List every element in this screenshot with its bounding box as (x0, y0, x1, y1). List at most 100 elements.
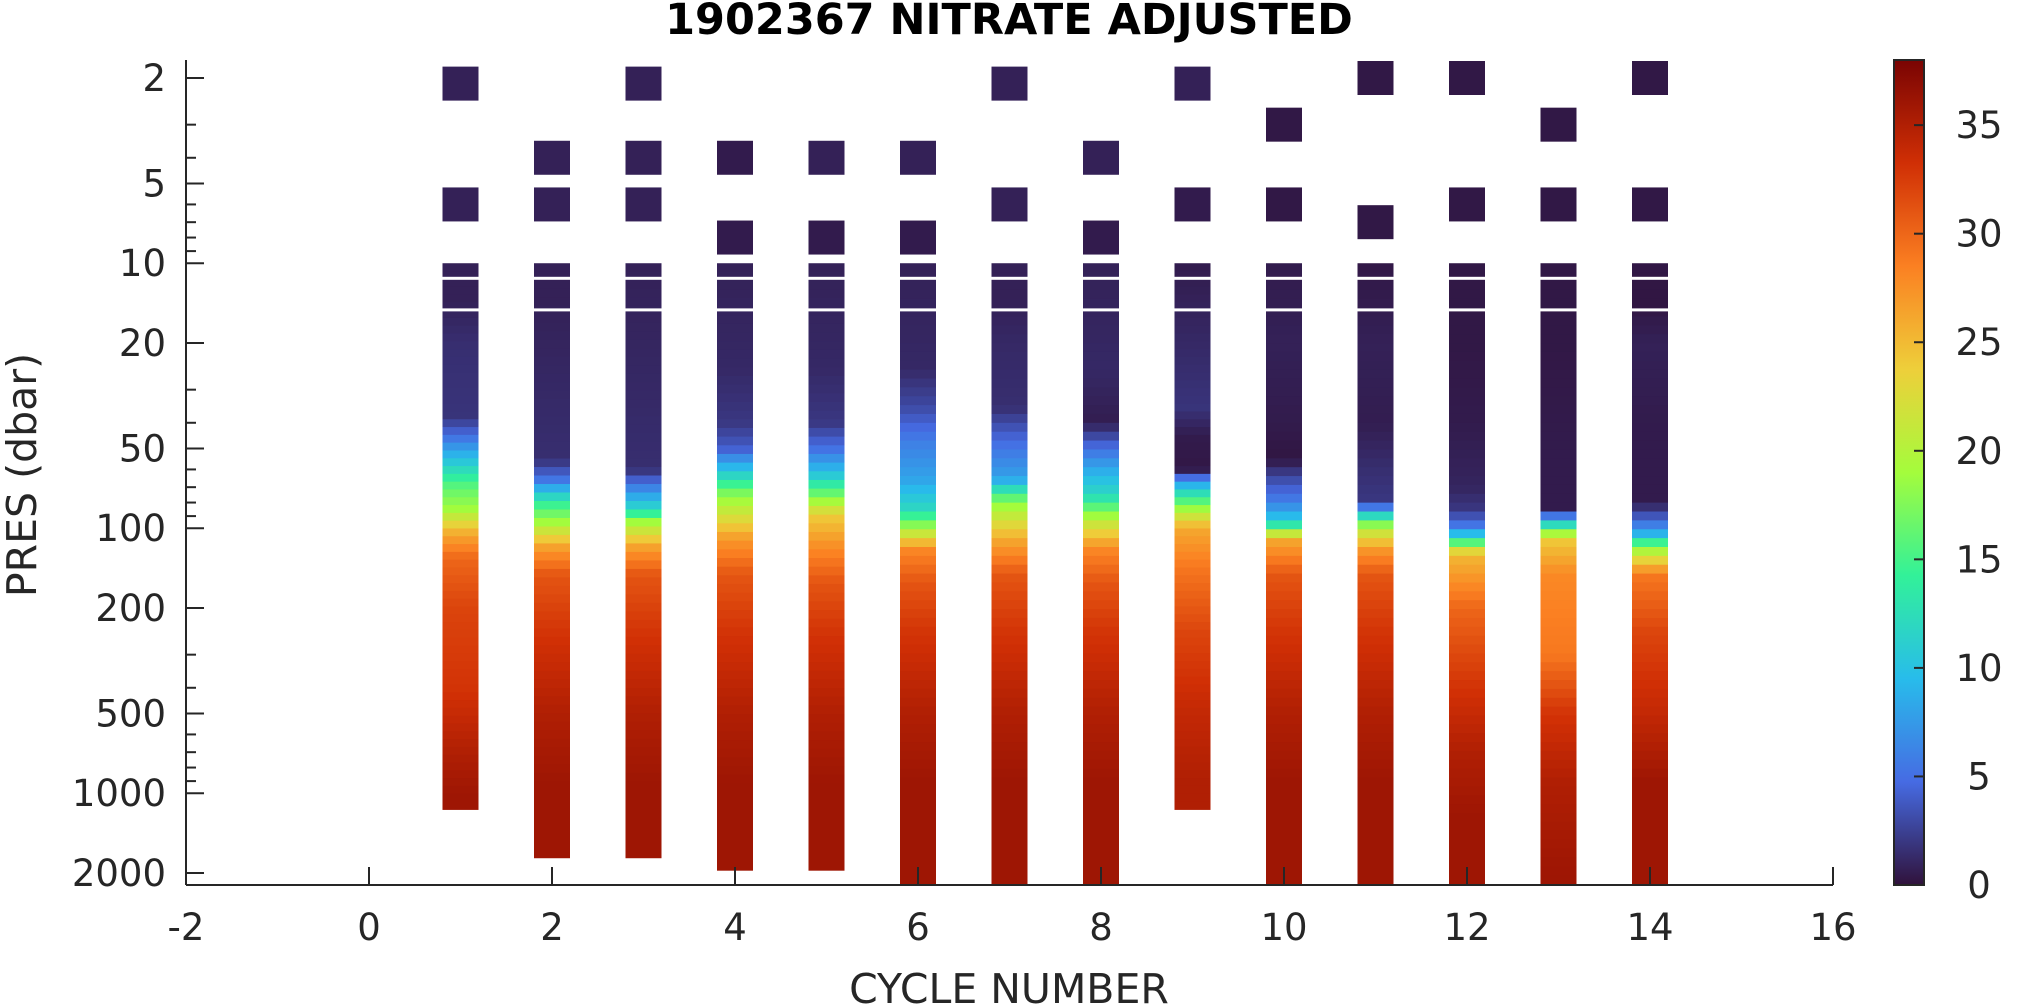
profile-cell (808, 792, 845, 802)
profile-cell (442, 692, 479, 701)
profile-cell (534, 271, 570, 281)
profile-cell (1083, 343, 1119, 353)
profile-cell (1449, 307, 1485, 318)
profile-cell (625, 764, 662, 774)
profile-cell (717, 540, 753, 550)
profile-cell (1632, 405, 1668, 415)
profile-cell (1449, 520, 1485, 530)
profile-cell (991, 750, 1028, 761)
sample-gap (1266, 276, 1302, 280)
profile-cell (442, 754, 479, 764)
profile-sample (717, 220, 753, 255)
profile-cell (442, 653, 479, 662)
profile-cell (534, 721, 570, 731)
profile-cell (1357, 351, 1394, 362)
profile-cell (1540, 821, 1577, 832)
profile-cell (534, 568, 570, 579)
profile-cell (1357, 573, 1394, 584)
colorbar-tick-label: 35 (1955, 104, 2002, 147)
profile-cell (442, 598, 479, 608)
profile-cell (1266, 387, 1302, 397)
profile-cell (1449, 750, 1485, 761)
profile-cell (534, 849, 570, 859)
profile-cell (808, 861, 845, 871)
profile-cell (1174, 271, 1211, 280)
profile-cell (1357, 458, 1394, 468)
profile-cell (1449, 582, 1485, 592)
profile-cell (1174, 411, 1211, 420)
x-tick-label: 2 (540, 906, 564, 949)
profile-cell (1632, 609, 1668, 619)
profile-cell (991, 857, 1028, 867)
sample-gap (1449, 308, 1485, 312)
profile-cell (1357, 502, 1394, 513)
profile-cell (717, 852, 753, 863)
profile-cell (900, 325, 936, 335)
profile-cell (1266, 591, 1302, 601)
profile-cell (1174, 458, 1211, 467)
profile-cell (991, 369, 1028, 380)
profile-cell (442, 403, 479, 413)
profile-cell (717, 714, 753, 724)
profile-cell (808, 731, 845, 741)
profile-cell (1449, 680, 1485, 690)
profile-cell (991, 600, 1028, 610)
profile-cell (1083, 440, 1119, 451)
profile-cell (1632, 263, 1668, 273)
profile-cell (717, 427, 753, 438)
profile-cell (717, 315, 753, 325)
profile-cell (1083, 431, 1119, 442)
profile-cell (1449, 653, 1485, 663)
profile-cell (625, 594, 662, 604)
profile-cell (1540, 378, 1577, 388)
profile-cell (625, 543, 662, 553)
profile-cell (1449, 795, 1485, 805)
profile-cell (534, 263, 570, 273)
profile-cell (1083, 396, 1119, 406)
profile-cell (1449, 591, 1485, 601)
profile-cell (900, 378, 936, 388)
profile-cell (717, 774, 753, 784)
profile-cell (1357, 688, 1394, 699)
profile-cell (625, 815, 662, 825)
profile-cell (1266, 600, 1302, 610)
profile-cell (1540, 715, 1577, 725)
profile-cell (1083, 857, 1119, 867)
profile-sample (1266, 187, 1302, 222)
profile-cell (1357, 484, 1394, 495)
profile-cell (1449, 369, 1485, 380)
profile-cell (900, 555, 936, 566)
profile-cell (1083, 334, 1119, 344)
profile-cell (717, 800, 753, 811)
profile-cell (1357, 839, 1394, 850)
profile-cell (900, 591, 936, 601)
y-tick-label: 500 (95, 692, 166, 735)
profile-cell (991, 821, 1028, 832)
profile-cell (808, 748, 845, 758)
profile-cell (1632, 378, 1668, 388)
profile-cell (1083, 378, 1119, 388)
profile-cell (534, 373, 570, 383)
profile-cell (1083, 289, 1119, 300)
y-tick-label: 2000 (72, 852, 166, 895)
profile-cell (1632, 706, 1668, 717)
profile-cell (991, 777, 1028, 788)
profile-cell (625, 492, 662, 502)
profile-cell (900, 476, 936, 486)
profile-cell (900, 777, 936, 788)
profile-cell (1357, 813, 1394, 823)
profile-sample (625, 187, 662, 222)
profile-cell (991, 697, 1028, 708)
profile-column (717, 140, 753, 871)
profile-cell (1540, 564, 1577, 575)
profile-cell (1449, 706, 1485, 717)
profile-cell (900, 449, 936, 459)
profile-cell (1174, 762, 1211, 771)
profile-cell (1083, 750, 1119, 761)
profile-cell (1449, 733, 1485, 743)
sample-gap (900, 276, 936, 280)
profile-cell (1540, 697, 1577, 708)
profile-cell (1266, 777, 1302, 788)
profile-cell (900, 724, 936, 734)
profile-cell (534, 322, 570, 332)
